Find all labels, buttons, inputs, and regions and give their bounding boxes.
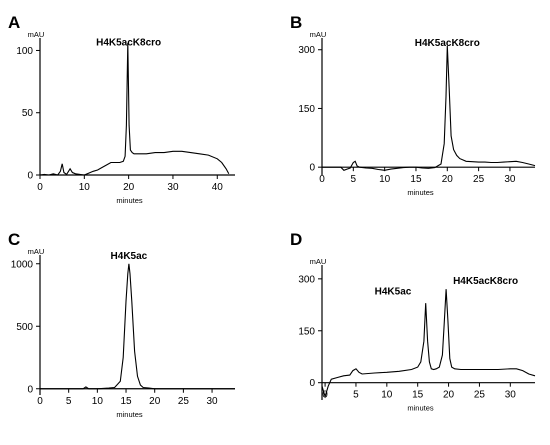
y-tick-label: 0 — [309, 378, 315, 389]
x-axis-label: minutes — [407, 188, 434, 197]
chromatogram-trace — [322, 45, 536, 171]
x-tick-label: 5 — [66, 396, 72, 407]
chromatogram-trace — [39, 42, 230, 176]
panel-label: B — [290, 13, 302, 32]
peak-label: H4K5acK8cro — [96, 37, 161, 48]
x-axis-label: minutes — [407, 404, 434, 413]
x-tick-label: 15 — [120, 396, 132, 407]
x-tick-label: 20 — [149, 396, 161, 407]
peak-label: H4K5acK8cro — [453, 276, 518, 287]
y-tick-label: 100 — [16, 46, 33, 57]
y-tick-label: 300 — [298, 274, 315, 285]
y-tick-label: 1000 — [11, 259, 34, 270]
y-tick-label: 300 — [298, 45, 315, 56]
x-tick-label: 10 — [92, 396, 104, 407]
x-tick-label: 20 — [443, 390, 455, 401]
chromatogram-trace — [40, 263, 235, 390]
x-tick-label: 10 — [379, 174, 391, 185]
x-tick-label: 30 — [206, 396, 218, 407]
x-tick-label: 20 — [442, 174, 454, 185]
x-tick-label: 25 — [473, 174, 485, 185]
y-tick-label: 50 — [22, 108, 34, 119]
x-tick-label: 30 — [167, 182, 179, 193]
y-tick-label: 500 — [16, 322, 33, 333]
x-axis-label: minutes — [116, 196, 143, 205]
y-tick-label: 150 — [298, 326, 315, 337]
panel-label: A — [8, 13, 20, 32]
x-tick-label: 25 — [474, 390, 486, 401]
y-unit-label: mAU — [28, 30, 45, 39]
peak-label: H4K5ac — [111, 251, 148, 262]
x-tick-label: 0 — [319, 174, 325, 185]
x-tick-label: 30 — [504, 174, 516, 185]
x-tick-label: 15 — [410, 174, 422, 185]
x-tick-label: 25 — [178, 396, 190, 407]
y-tick-label: 0 — [309, 163, 315, 174]
x-tick-label: 30 — [505, 390, 517, 401]
panel-label: D — [290, 230, 302, 249]
x-tick-label: 10 — [381, 390, 393, 401]
x-tick-label: 0 — [37, 182, 43, 193]
chromatogram-trace — [321, 289, 536, 399]
x-tick-label: 10 — [79, 182, 91, 193]
peak-label: H4K5ac — [375, 286, 412, 297]
x-tick-label: 20 — [123, 182, 135, 193]
x-tick-label: 40 — [212, 182, 224, 193]
x-tick-label: 5 — [351, 174, 357, 185]
panel-label: C — [8, 230, 20, 249]
peak-label: H4K5acK8cro — [415, 38, 480, 49]
x-tick-label: 5 — [353, 390, 359, 401]
y-unit-label: mAU — [310, 30, 327, 39]
y-tick-label: 150 — [298, 104, 315, 115]
x-axis-label: minutes — [116, 410, 143, 419]
y-unit-label: mAU — [310, 257, 327, 266]
y-tick-label: 0 — [27, 171, 33, 182]
x-tick-label: 15 — [412, 390, 424, 401]
y-tick-label: 0 — [27, 384, 33, 395]
x-tick-label: 0 — [37, 396, 43, 407]
y-unit-label: mAU — [28, 247, 45, 256]
